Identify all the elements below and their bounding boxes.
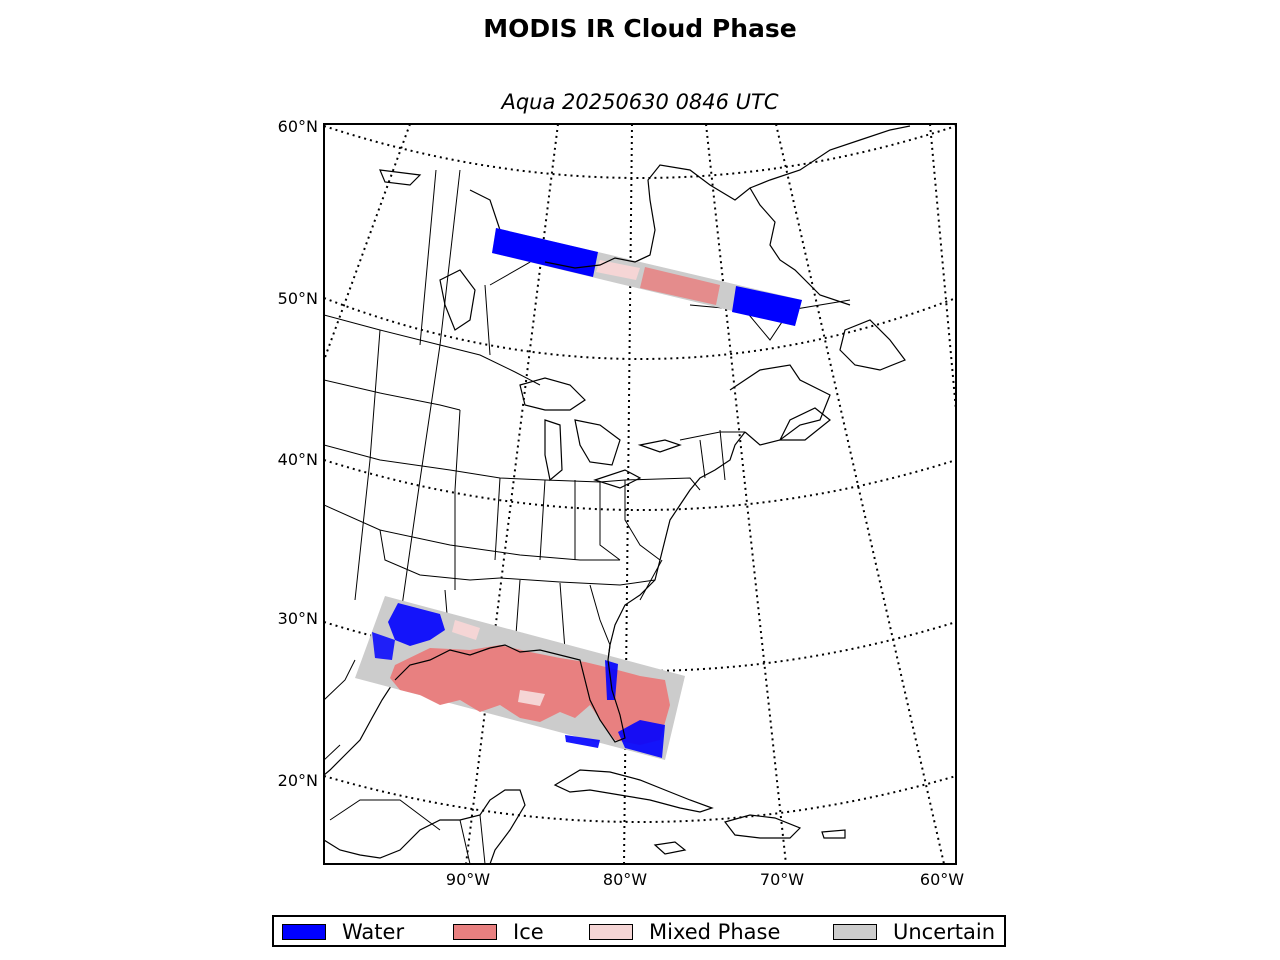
legend-swatch-water	[282, 924, 326, 940]
parallel-50n	[324, 297, 956, 360]
chart-title: MODIS IR Cloud Phase	[483, 14, 797, 43]
legend-label-mixed-phase: Mixed Phase	[649, 920, 781, 944]
swath-south-water-sw	[372, 632, 395, 660]
lat-label-60n: 60°N	[278, 117, 318, 136]
legend-label-water: Water	[342, 920, 405, 944]
lon-label-80w: 80°W	[603, 870, 647, 889]
swath-south-mixed-2	[452, 620, 480, 640]
meridian-90w	[465, 124, 559, 864]
swath-south	[355, 596, 685, 760]
meridian-70w	[705, 124, 787, 864]
swath-south-water-bottom	[565, 735, 600, 748]
swath-north-water-east	[732, 286, 802, 326]
legend-item-ice: Ice	[453, 917, 544, 947]
latitude-labels: 60°N 50°N 40°N 30°N 20°N	[278, 117, 318, 790]
legend-label-uncertain: Uncertain	[893, 920, 996, 944]
lon-label-70w: 70°W	[760, 870, 804, 889]
chart-subtitle: Aqua 20250630 0846 UTC	[501, 90, 779, 114]
lat-label-30n: 30°N	[278, 609, 318, 628]
legend-swatch-mixed-phase	[589, 924, 633, 940]
lat-label-40n: 40°N	[278, 450, 318, 469]
legend-item-uncertain: Uncertain	[833, 917, 995, 947]
map-frame	[323, 123, 957, 865]
graticule-parallels	[324, 125, 956, 823]
meridian-50w	[929, 124, 956, 411]
lat-label-50n: 50°N	[278, 289, 318, 308]
meridian-100w	[324, 124, 411, 361]
swath-south-mixed	[518, 690, 545, 706]
swath-south-water-nw	[388, 603, 445, 646]
swath-north	[492, 228, 802, 326]
parallel-60n	[324, 125, 956, 179]
swath-south-water-fl	[605, 660, 618, 700]
map-content	[324, 124, 956, 864]
legend-item-water: Water	[282, 917, 404, 947]
coastline-overlay	[394, 254, 651, 743]
longitude-labels: 90°W 80°W 70°W 60°W	[446, 870, 964, 889]
legend-item-mixed-phase: Mixed Phase	[589, 917, 780, 947]
swath-north-mixed	[596, 260, 640, 280]
legend-swatch-uncertain	[833, 924, 877, 940]
legend-label-ice: Ice	[513, 920, 544, 944]
parallel-20n	[324, 775, 956, 823]
meridian-60w	[775, 124, 945, 864]
legend-swatch-ice	[453, 924, 497, 940]
swath-north-ice-center	[640, 267, 720, 305]
lon-label-90w: 90°W	[446, 870, 490, 889]
lat-label-20n: 20°N	[278, 771, 318, 790]
swath-south-water-se	[618, 720, 665, 758]
swath-south-ice-inland	[470, 650, 595, 690]
legend: Water Ice Mixed Phase Uncertain	[272, 915, 1006, 947]
graticule-meridians	[324, 124, 956, 864]
swath-north-water-west	[492, 228, 598, 277]
lon-label-60w: 60°W	[920, 870, 964, 889]
coastlines	[324, 125, 911, 864]
political-borders	[324, 169, 851, 864]
